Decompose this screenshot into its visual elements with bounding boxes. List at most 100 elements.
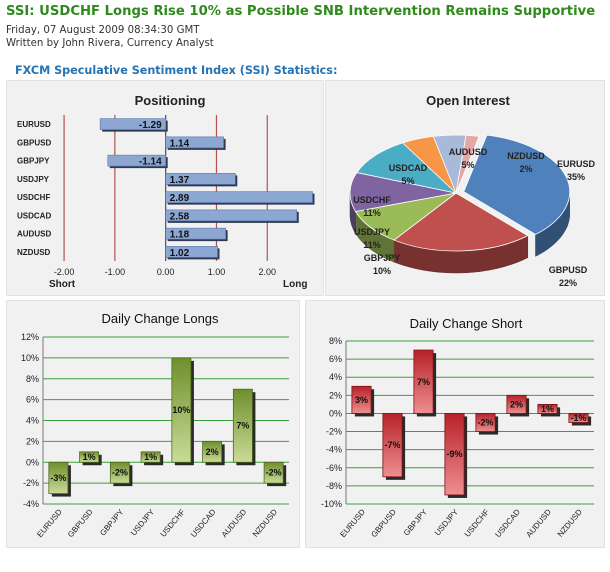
longs-value-label: 1%: [144, 452, 157, 462]
pie-pct-nzdusd: 2%: [519, 164, 532, 174]
positioning-tick-label: 1.00: [208, 267, 226, 277]
positioning-chart: Positioning -1.29 1.14 -1.14 1.37 2.89 2.58 1.…: [17, 93, 315, 290]
positioning-category-label: AUDUSD: [17, 230, 51, 239]
positioning-category-label: USDCHF: [17, 193, 50, 202]
pie-label-usdchf: USDCHF: [353, 195, 391, 205]
positioning-bar-audusd: [165, 227, 226, 240]
short-value-label: -1%: [570, 413, 586, 423]
longs-bar-usdchf: [171, 357, 192, 463]
positioning-value-label: 1.37: [170, 175, 190, 186]
daily-change-longs-title: Daily Change Longs: [101, 311, 219, 326]
positioning-panel: Positioning -1.29 1.14 -1.14 1.37 2.89 2.58 1.…: [6, 80, 324, 296]
short-bar-usdjpy: [444, 413, 465, 496]
longs-bar-usdcad: [202, 440, 223, 463]
short-tick-label: 0%: [329, 408, 342, 418]
short-bar-nzdusd: [568, 413, 589, 423]
pie-pct-eurusd: 35%: [567, 172, 585, 182]
short-bar-eurusd: [351, 385, 372, 414]
short-value-label: 7%: [417, 377, 430, 387]
short-tick-label: -2%: [326, 427, 342, 437]
longs-bar-gbpjpy: [109, 461, 130, 484]
pie-pct-gbpjpy: 10%: [373, 266, 391, 276]
longs-tick-label: 12%: [21, 332, 39, 342]
longs-category-label: AUDUSD: [220, 507, 249, 539]
open-interest-panel: Open Interest EURUSD 35% GBPUSD 22% GBPJPY 10…: [325, 80, 605, 296]
longs-value-label: 7%: [236, 421, 249, 431]
positioning-title: Positioning: [135, 93, 206, 108]
longs-tick-label: 2%: [26, 436, 39, 446]
pie-slice-nzdusd: [455, 134, 480, 194]
pie-label-usdjpy: USDJPY: [354, 227, 390, 237]
short-category-label: USDCHF: [463, 507, 491, 538]
daily-change-short-chart: Daily Change Short 3%-7%7%-9%-2%2% 1%-1% …: [321, 316, 594, 539]
positioning-value-label: 1.14: [170, 138, 190, 149]
longs-bar-nzdusd: [263, 461, 284, 484]
positioning-bar-usdchf: [165, 191, 313, 203]
pie-label-gbpjpy: GBPJPY: [364, 253, 401, 263]
short-category-label: USDJPY: [433, 507, 461, 537]
positioning-value-label: -1.14: [139, 157, 162, 168]
short-value-label: -2%: [477, 418, 493, 428]
positioning-tick-label: 0.00: [157, 267, 175, 277]
longs-bar-audusd: [232, 388, 253, 463]
positioning-category-label: GBPJPY: [17, 157, 50, 166]
longs-value-label: -2%: [266, 468, 282, 478]
longs-category-label: NZDUSD: [251, 507, 279, 538]
positioning-category-label: NZDUSD: [17, 248, 51, 257]
daily-change-short-title: Daily Change Short: [410, 316, 523, 331]
positioning-category-label: USDJPY: [17, 175, 50, 184]
short-tick-label: -6%: [326, 463, 342, 473]
longs-value-label: 10%: [172, 405, 190, 415]
short-tick-label: 8%: [329, 336, 342, 346]
longs-category-label: USDCAD: [189, 507, 218, 539]
longs-value-label: 2%: [206, 447, 219, 457]
short-bar-gbpusd: [382, 413, 403, 478]
short-bar-gbpjpy: [413, 349, 434, 414]
pie-label-usdcad: USDCAD: [389, 163, 428, 173]
pie-slice-usdchf: [356, 142, 458, 194]
daily-change-longs-chart: Daily Change Longs -3%1%-2%1%10%2%7%-2% …: [21, 311, 289, 539]
longs-tick-label: -2%: [23, 478, 39, 488]
open-interest-chart: Open Interest EURUSD 35% GBPUSD 22% GBPJPY 10…: [349, 93, 595, 288]
pie-label-audusd: AUDUSD: [449, 147, 488, 157]
pie-label-nzdusd: NZDUSD: [507, 151, 545, 161]
longs-bar-usdjpy: [140, 451, 161, 463]
short-category-label: GBPJPY: [402, 507, 430, 537]
longs-tick-label: 6%: [26, 395, 39, 405]
short-value-label: 1%: [541, 404, 554, 414]
positioning-bar-usdcad: [165, 209, 298, 222]
article-author: Written by John Rivera, Currency Analyst: [6, 38, 214, 49]
short-value-label: -7%: [384, 440, 400, 450]
pie-pct-usdchf: 11%: [363, 208, 381, 218]
longs-value-label: -3%: [50, 473, 66, 483]
longs-category-label: EURUSD: [35, 507, 64, 539]
positioning-short-label: Short: [49, 279, 76, 290]
longs-value-label: 1%: [83, 452, 96, 462]
article-date: Friday, 07 August 2009 08:34:30 GMT: [6, 25, 200, 36]
pie-pct-usdjpy: 11%: [363, 240, 381, 250]
positioning-tick-label: -1.00: [105, 267, 126, 277]
daily-change-longs-panel: Daily Change Longs -3% 1% -2% 1% 10% 2% 7% -2% …: [6, 300, 300, 548]
longs-tick-label: 10%: [21, 353, 39, 363]
pie-slice-usdjpy: [349, 172, 457, 212]
short-tick-label: 6%: [329, 354, 342, 364]
short-category-label: GBPUSD: [369, 507, 398, 539]
short-tick-label: -8%: [326, 481, 342, 491]
longs-tick-label: 0%: [26, 457, 39, 467]
positioning-bar-eurusd: [99, 118, 166, 130]
short-tick-label: 4%: [329, 372, 342, 382]
pie-pct-gbpusd: 22%: [559, 278, 577, 288]
short-value-label: -9%: [446, 449, 462, 459]
positioning-category-label: GBPUSD: [17, 138, 51, 147]
positioning-value-label: -1.29: [139, 120, 162, 131]
short-category-label: AUDUSD: [524, 507, 553, 539]
short-category-label: EURUSD: [338, 507, 367, 539]
short-tick-label: 2%: [329, 390, 342, 400]
longs-category-label: USDJPY: [129, 507, 157, 537]
short-category-label: USDCAD: [493, 507, 522, 539]
pie-label-gbpusd: GBPUSD: [549, 265, 588, 275]
article-title: SSI: USDCHF Longs Rise 10% as Possible S…: [6, 4, 596, 19]
positioning-value-label: 1.18: [170, 230, 190, 241]
positioning-bar-nzdusd: [165, 246, 218, 258]
positioning-value-label: 1.02: [170, 248, 190, 259]
